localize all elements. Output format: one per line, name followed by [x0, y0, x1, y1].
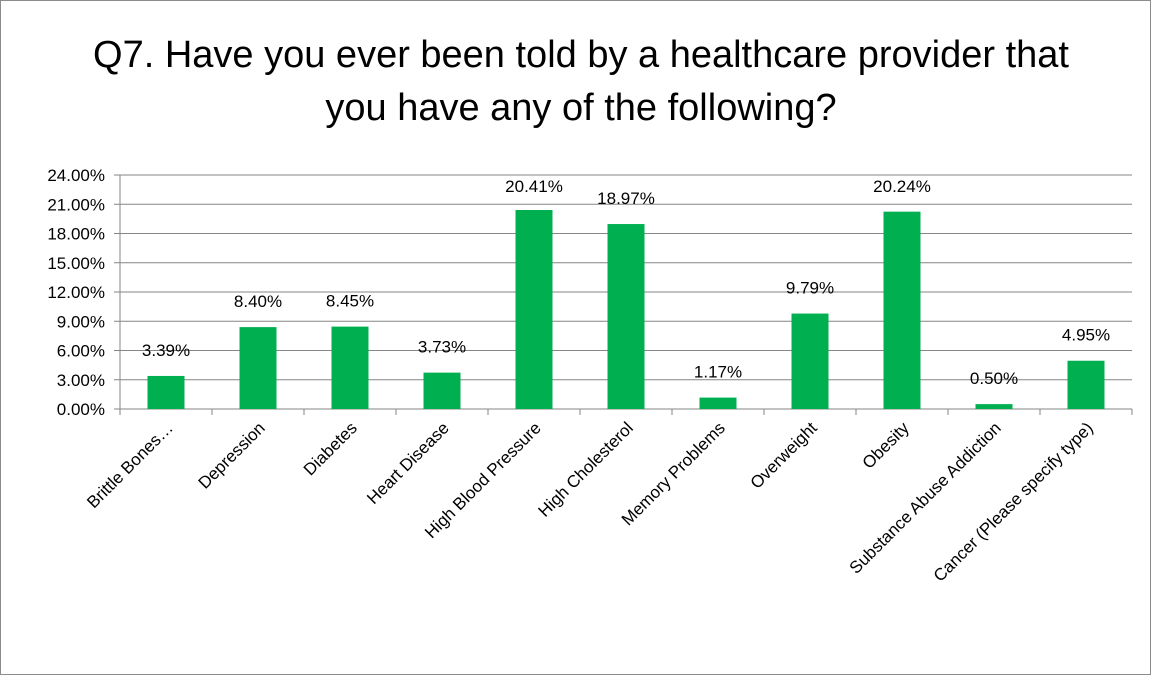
- y-tick-label: 0.00%: [57, 400, 105, 419]
- x-category-label: Substance Abuse Addiction: [846, 418, 1005, 577]
- x-category-label: Heart Disease: [363, 418, 453, 508]
- y-tick-label: 3.00%: [57, 371, 105, 390]
- x-category-label: High Cholesterol: [535, 418, 637, 520]
- data-label: 0.50%: [970, 369, 1018, 388]
- data-label: 4.95%: [1062, 326, 1110, 345]
- data-label: 3.39%: [142, 341, 190, 360]
- data-label: 3.73%: [418, 338, 466, 357]
- bar: [423, 372, 461, 409]
- data-label: 18.97%: [597, 189, 655, 208]
- x-category-label: Diabetes: [300, 418, 361, 479]
- bar: [239, 327, 277, 409]
- data-label: 20.41%: [505, 177, 563, 196]
- y-tick-label: 18.00%: [47, 225, 105, 244]
- bar: [975, 404, 1013, 409]
- x-category-label: Cancer (Please specify type): [930, 418, 1097, 585]
- bar: [147, 375, 185, 409]
- y-tick-label: 21.00%: [47, 195, 105, 214]
- bar: [515, 210, 553, 409]
- data-label: 20.24%: [873, 177, 931, 196]
- bar: [883, 211, 921, 409]
- bar: [607, 224, 645, 409]
- y-tick-label: 6.00%: [57, 342, 105, 361]
- bar: [791, 313, 829, 409]
- data-label: 9.79%: [786, 279, 834, 298]
- data-label: 1.17%: [694, 363, 742, 382]
- data-label: 8.40%: [234, 292, 282, 311]
- bar: [1067, 360, 1105, 409]
- y-tick-label: 24.00%: [47, 166, 105, 185]
- x-category-label: Depression: [195, 418, 269, 492]
- chart-title: Q7. Have you ever been told by a healthc…: [93, 34, 1069, 129]
- x-category-label: Memory Problems: [618, 418, 729, 529]
- bar: [331, 326, 369, 409]
- y-tick-label: 15.00%: [47, 254, 105, 273]
- y-tick-label: 12.00%: [47, 283, 105, 302]
- x-category-label: Overweight: [747, 418, 821, 492]
- x-category-label: Obesity: [859, 418, 914, 473]
- bar: [699, 397, 737, 409]
- x-category-label: Brittle Bones…: [83, 418, 177, 512]
- data-label: 8.45%: [326, 292, 374, 311]
- y-tick-label: 9.00%: [57, 312, 105, 331]
